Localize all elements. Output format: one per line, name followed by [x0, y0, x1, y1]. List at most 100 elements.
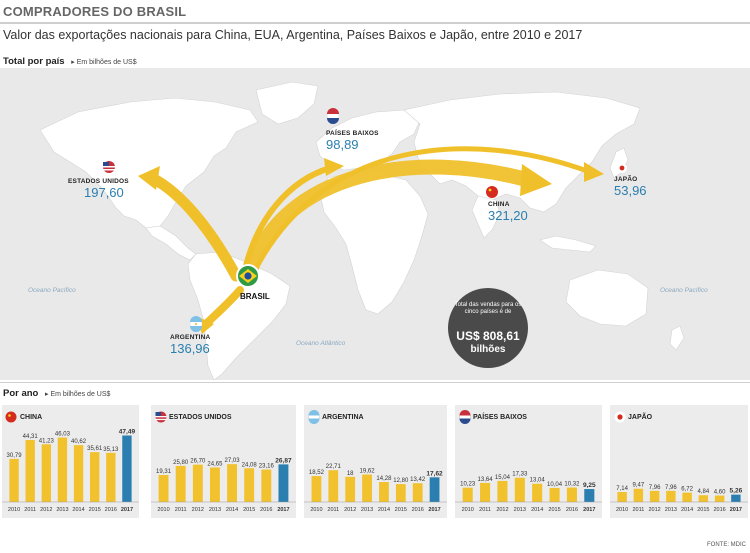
arrow-china — [240, 159, 536, 286]
bar-2015 — [698, 495, 709, 502]
pacific-ocean-left-label: Oceano Pacífico — [28, 287, 76, 294]
bar-value-label: 17,62 — [426, 470, 443, 477]
year-tick-label: 2017 — [730, 507, 742, 513]
year-tick-label: 2012 — [496, 507, 508, 513]
bar-value-label: 26,70 — [190, 459, 206, 465]
bar-2016 — [714, 495, 725, 502]
bar-2010 — [311, 476, 322, 502]
year-tick-label: 2016 — [260, 507, 272, 513]
argentina-flag-icon — [189, 316, 203, 332]
bar-2014 — [379, 482, 389, 502]
bar-value-label: 40,62 — [71, 439, 87, 445]
brazil-flag-icon — [236, 264, 260, 288]
year-tick-label: 2015 — [395, 507, 407, 513]
bar-chart-china: 30,79 2010 44,31 2011 41,23 2012 46,03 2013 40,6… — [2, 429, 139, 513]
total-exports-value: US$ 808,61 — [456, 329, 520, 343]
year-tick-label: 2010 — [157, 507, 169, 513]
by-year-section-title-text: Por ano — [3, 388, 39, 399]
bar-2010 — [617, 492, 627, 502]
bar-chart-japan: 7,14 2010 9,47 2011 7,96 2012 7,96 2013 6,72 2014… — [610, 483, 748, 513]
bar-value-label: 44,31 — [23, 434, 39, 440]
year-tick-label: 2012 — [344, 507, 356, 513]
bar-2017 — [122, 435, 132, 502]
bar-value-label: 41,23 — [39, 438, 55, 444]
bar-value-label: 27,03 — [225, 458, 241, 464]
year-tick-label: 2016 — [105, 507, 117, 513]
year-tick-label: 2013 — [56, 507, 68, 513]
arrow-heads — [138, 158, 604, 334]
bar-value-label: 7,14 — [616, 486, 628, 492]
flow-arrows — [146, 146, 593, 328]
year-tick-label: 2012 — [40, 507, 52, 513]
year-tick-label: 2017 — [121, 507, 133, 513]
bar-value-label: 30,79 — [7, 453, 23, 459]
bar-value-label: 6,72 — [681, 487, 693, 493]
year-tick-label: 2017 — [428, 507, 440, 513]
arrow-netherlands — [241, 165, 333, 277]
bar-2011 — [328, 470, 339, 502]
year-tick-label: 2011 — [479, 507, 491, 513]
bar-2013 — [514, 477, 525, 502]
bar-2014 — [682, 492, 692, 502]
year-tick-label: 2011 — [175, 507, 187, 513]
year-tick-label: 2014 — [72, 507, 84, 513]
bar-chart-netherlands: 10,23 2010 13,64 2011 15,04 2012 17,33 2013 13,0… — [455, 472, 602, 513]
land-central-america — [145, 225, 197, 261]
chart-panel-china: CHINA 30,79 2010 44,31 2011 41,23 2012 46,03 20… — [2, 405, 139, 518]
map-section-unit: ▸ Em bilhões de US$ — [71, 59, 137, 66]
chart-title-argentina: ARGENTINA — [322, 414, 364, 421]
year-tick-label: 2012 — [649, 507, 661, 513]
year-tick-label: 2016 — [412, 507, 424, 513]
bar-2010 — [462, 487, 473, 502]
land-south-america — [187, 251, 291, 380]
year-tick-label: 2011 — [327, 507, 339, 513]
bar-value-label: 35,61 — [87, 446, 103, 452]
chart-japan-flag-icon — [614, 411, 626, 423]
usa-total: 197,60 — [84, 185, 124, 200]
bar-2011 — [480, 482, 491, 502]
chart-panel-usa: ESTADOS UNIDOS 19,31 2010 25,80 2011 26,70 20… — [151, 405, 296, 518]
by-year-section-unit-text: Em bilhões de US$ — [50, 391, 111, 398]
total-exports-text: Total das vendas para os cinco países é … — [454, 302, 522, 315]
bar-value-label: 5,26 — [730, 488, 743, 495]
bar-value-label: 13,42 — [410, 477, 426, 483]
bar-2016 — [412, 483, 423, 502]
bar-value-label: 22,71 — [326, 464, 342, 470]
bar-value-label: 10,23 — [460, 482, 476, 488]
by-year-section-unit: ▸ Em bilhões de US$ — [45, 391, 111, 398]
year-tick-label: 2010 — [462, 507, 474, 513]
chart-china-flag-icon — [5, 411, 17, 423]
land-north-america — [39, 97, 259, 229]
japan-label: JAPÃO — [614, 176, 638, 183]
bar-value-label: 4,84 — [698, 489, 710, 495]
bar-2015 — [395, 484, 406, 502]
bar-value-label: 9,25 — [583, 482, 596, 489]
chart-argentina-flag-icon — [308, 410, 320, 424]
bar-2013 — [57, 437, 68, 502]
bar-value-label: 10,04 — [547, 482, 563, 488]
bar-value-label: 24,65 — [207, 461, 223, 467]
bar-2011 — [175, 465, 186, 502]
arrowhead-netherlands — [324, 158, 344, 176]
bar-value-label: 4,60 — [714, 490, 726, 496]
bar-2012 — [192, 464, 203, 502]
bar-value-label: 14,28 — [376, 476, 392, 482]
chart-title-usa: ESTADOS UNIDOS — [169, 414, 232, 421]
chart-title-japan: JAPÃO — [628, 414, 653, 421]
page-title: COMPRADORES DO BRASIL — [3, 4, 187, 19]
bar-2013 — [209, 467, 220, 502]
chart-panel-argentina: ARGENTINA 18,52 2010 22,71 2011 18 2012 19,62 2… — [304, 405, 447, 518]
bar-2010 — [158, 474, 169, 502]
bar-2011 — [25, 439, 35, 502]
year-tick-label: 2015 — [697, 507, 709, 513]
year-tick-label: 2010 — [8, 507, 20, 513]
arrow-japan — [249, 146, 593, 279]
chart-title-china: CHINA — [20, 414, 43, 421]
land-australia — [565, 269, 649, 327]
year-tick-label: 2014 — [531, 507, 543, 513]
year-tick-label: 2011 — [632, 507, 644, 513]
chart-panel-netherlands: PAÍSES BAIXOS 10,23 2010 13,64 2011 15,04 201… — [455, 405, 602, 518]
netherlands-flag-icon — [326, 108, 340, 124]
year-tick-label: 2017 — [583, 507, 595, 513]
bar-chart-argentina: 18,52 2010 22,71 2011 18 2012 19,62 2013 14,28 20… — [304, 464, 447, 513]
